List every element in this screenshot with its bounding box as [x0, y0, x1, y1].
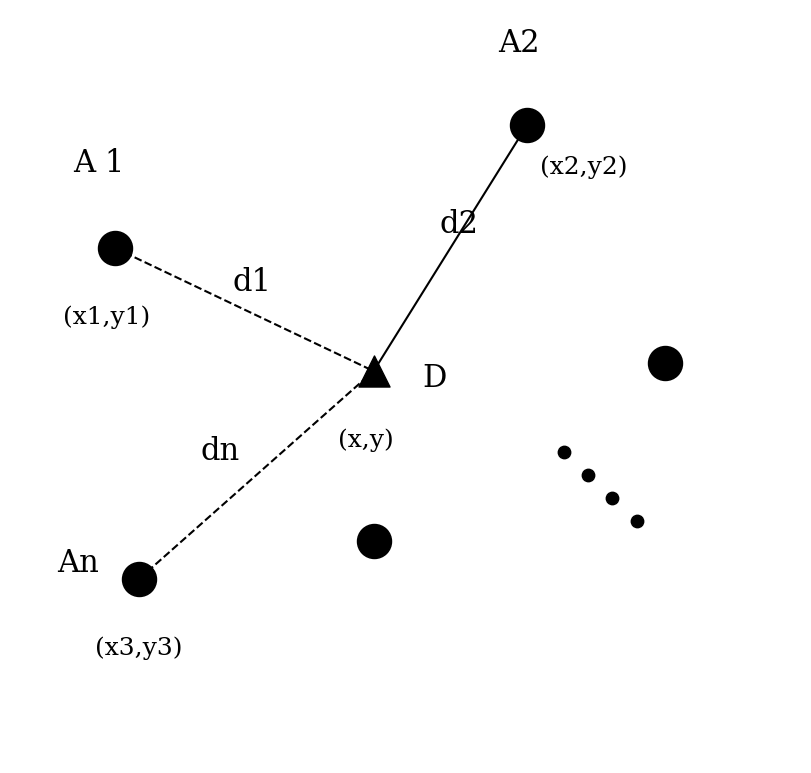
Text: d2: d2 — [439, 209, 478, 240]
Text: d1: d1 — [233, 267, 272, 298]
Point — [367, 365, 380, 377]
Point — [556, 446, 569, 458]
Text: An: An — [58, 548, 99, 579]
Text: (x2,y2): (x2,y2) — [539, 155, 627, 179]
Text: (x3,y3): (x3,y3) — [95, 637, 182, 660]
Text: A2: A2 — [498, 28, 539, 60]
Point — [367, 534, 380, 547]
Text: (x,y): (x,y) — [337, 429, 393, 452]
Point — [581, 469, 594, 482]
Text: A 1: A 1 — [73, 148, 124, 179]
Point — [520, 118, 533, 131]
Point — [132, 573, 145, 585]
Point — [605, 492, 618, 504]
Text: (x1,y1): (x1,y1) — [63, 305, 150, 329]
Point — [629, 515, 642, 527]
Point — [658, 357, 671, 369]
Point — [108, 242, 121, 254]
Text: D: D — [422, 363, 446, 394]
Text: dn: dn — [200, 437, 239, 468]
